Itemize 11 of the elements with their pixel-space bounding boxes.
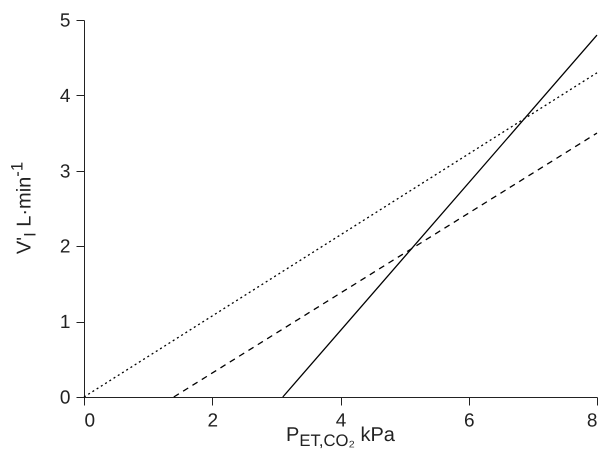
y-tick-label: 3 [60, 161, 70, 182]
x-tick-label: 8 [586, 410, 598, 432]
y-tick-label: 1 [60, 312, 70, 334]
x-tick-label: 4 [336, 410, 347, 432]
x-tick-label: 2 [207, 410, 218, 432]
y-tick-label: 4 [60, 86, 71, 107]
y-tick-label: 2 [60, 236, 70, 258]
y-tick-label: 0 [60, 388, 70, 408]
y-tick-label: 5 [60, 10, 70, 32]
x-tick-label: 0 [84, 410, 96, 432]
x-tick-label: 6 [464, 410, 475, 432]
